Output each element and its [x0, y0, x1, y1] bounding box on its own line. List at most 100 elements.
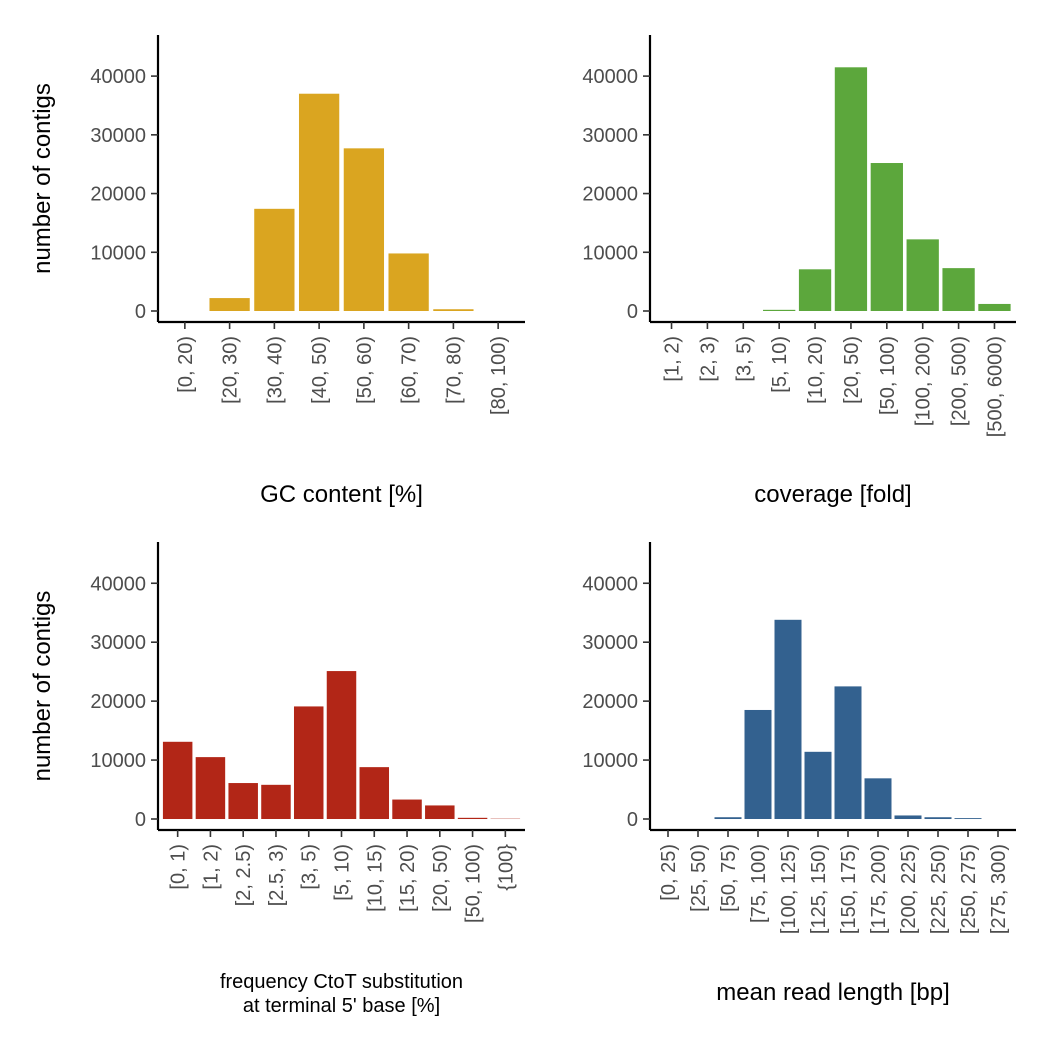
bar-1-3	[763, 309, 796, 311]
y-tick-label: 20000	[582, 691, 638, 713]
x-tick-label: [2, 2.5)	[233, 844, 255, 906]
y-tick-label: 30000	[582, 632, 638, 654]
bar-2-2	[228, 783, 258, 819]
bar-3-10	[954, 818, 982, 819]
bar-2-5	[326, 671, 357, 819]
x-tick-label: [15, 20)	[397, 844, 419, 912]
panel-gc-content: 0 10000 20000 30000 40000 [0, 20) [20, 30) [30,…	[29, 35, 525, 508]
bar-1-4	[798, 269, 832, 311]
y-axis-title: number of contigs	[29, 591, 56, 782]
bar-2-3	[261, 784, 291, 819]
bar-3-5	[804, 751, 832, 819]
x-tick-label: [225, 250)	[928, 844, 950, 934]
bar-2-9	[457, 817, 488, 819]
x-tick-label: [80, 100)	[488, 336, 510, 415]
x-tick-label: [1, 2)	[200, 844, 222, 890]
x-tick-label: [20, 50)	[430, 844, 452, 912]
y-tick-label: 40000	[90, 66, 146, 88]
y-tick-label: 10000	[582, 242, 638, 264]
bar-3-8	[894, 815, 922, 819]
y-tick-label: 30000	[582, 125, 638, 147]
x-tick-label: [2, 3)	[697, 336, 719, 382]
panel-read-length: 0 10000 20000 30000 40000 [0, 25) [25, 50) [50,…	[582, 542, 1016, 1006]
x-axis-title: coverage [fold]	[754, 481, 911, 508]
x-tick-label: [175, 200)	[868, 844, 890, 934]
x-tick-label: [75, 100)	[748, 844, 770, 923]
y-tick-label: 0	[627, 809, 638, 831]
bar-2-1	[195, 757, 226, 819]
y-tick-label: 20000	[90, 184, 146, 206]
x-tick-label: [2.5, 3)	[266, 844, 288, 906]
bar-1-8	[942, 268, 975, 311]
x-tick-label: [20, 50)	[841, 336, 863, 404]
x-tick-label: [5, 10)	[332, 844, 354, 901]
x-tick-label: [3, 5)	[299, 844, 321, 890]
y-axis-title: number of contigs	[29, 83, 56, 274]
x-tick-label: [60, 70)	[399, 336, 421, 404]
bar-3-7	[864, 778, 892, 819]
x-tick-label: [5, 10)	[769, 336, 791, 393]
x-tick-label: [275, 300)	[988, 844, 1010, 934]
x-tick-label: [10, 15)	[364, 844, 386, 912]
y-tick-label: 40000	[582, 573, 638, 595]
bar-2-8	[425, 805, 455, 819]
bar-3-2	[714, 817, 742, 819]
bar-2-6	[359, 767, 390, 819]
bar-2-0	[162, 741, 193, 819]
y-tick-label: 40000	[90, 573, 146, 595]
y-tick-label: 20000	[582, 184, 638, 206]
x-tick-label: [3, 5)	[733, 336, 755, 382]
bar-3-9	[924, 817, 952, 819]
x-tick-label: [70, 80)	[443, 336, 465, 404]
y-tick-label: 20000	[90, 691, 146, 713]
panel-ctot-frequency: 0 10000 20000 30000 40000 [0, 1) [1, 2) [2, 2.5…	[29, 542, 525, 1017]
y-tick-label: 10000	[582, 750, 638, 772]
bar-0-6	[433, 309, 474, 311]
x-tick-label: {100}	[495, 844, 517, 891]
y-tick-label: 0	[135, 809, 146, 831]
y-tick-label: 30000	[90, 125, 146, 147]
bar-2-7	[392, 799, 422, 819]
y-tick-label: 10000	[90, 750, 146, 772]
x-tick-label: [20, 30)	[220, 336, 242, 404]
bar-3-3	[744, 709, 772, 819]
x-tick-label: [0, 1)	[168, 844, 190, 890]
y-tick-label: 40000	[582, 66, 638, 88]
x-tick-label: [500, 6000)	[984, 336, 1006, 437]
x-tick-label: [125, 150)	[808, 844, 830, 934]
bar-0-5	[388, 253, 429, 311]
x-tick-label: [200, 225)	[898, 844, 920, 934]
x-tick-label: [10, 20)	[805, 336, 827, 404]
x-axis-title: GC content [%]	[260, 481, 423, 508]
x-tick-label: [0, 25)	[658, 844, 680, 901]
x-tick-label: [0, 20)	[175, 336, 197, 393]
x-tick-label: [50, 60)	[354, 336, 376, 404]
y-tick-label: 30000	[90, 632, 146, 654]
x-tick-label: [150, 175)	[838, 844, 860, 934]
bar-0-4	[343, 148, 385, 311]
x-tick-label: [50, 75)	[718, 844, 740, 912]
bar-3-6	[834, 686, 862, 819]
bar-2-4	[293, 706, 324, 819]
bar-1-9	[978, 303, 1011, 311]
x-axis-title: mean read length [bp]	[716, 979, 950, 1006]
bar-0-1	[209, 298, 250, 311]
x-tick-label: [30, 40)	[264, 336, 286, 404]
x-tick-label: [50, 100)	[877, 336, 899, 415]
x-tick-label: [100, 125)	[778, 844, 800, 934]
bar-1-7	[906, 239, 939, 311]
x-tick-label: [40, 50)	[309, 336, 331, 404]
bar-3-4	[774, 619, 802, 819]
x-tick-label: [200, 500)	[949, 336, 971, 426]
x-tick-label: [25, 50)	[688, 844, 710, 912]
y-tick-label: 0	[627, 301, 638, 323]
y-tick-label: 10000	[90, 242, 146, 264]
x-tick-label: [100, 200)	[913, 336, 935, 426]
y-tick-label: 0	[135, 301, 146, 323]
x-tick-label: [50, 100)	[463, 844, 485, 923]
bar-0-3	[298, 93, 340, 311]
x-axis-title: frequency CtoT substitution at terminal 5…	[220, 971, 463, 1017]
bar-1-5	[834, 67, 868, 311]
bar-1-6	[870, 163, 903, 311]
